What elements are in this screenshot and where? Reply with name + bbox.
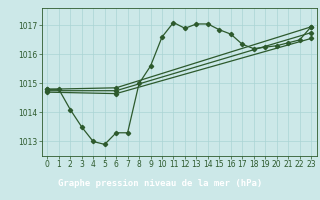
- Text: Graphe pression niveau de la mer (hPa): Graphe pression niveau de la mer (hPa): [58, 179, 262, 188]
